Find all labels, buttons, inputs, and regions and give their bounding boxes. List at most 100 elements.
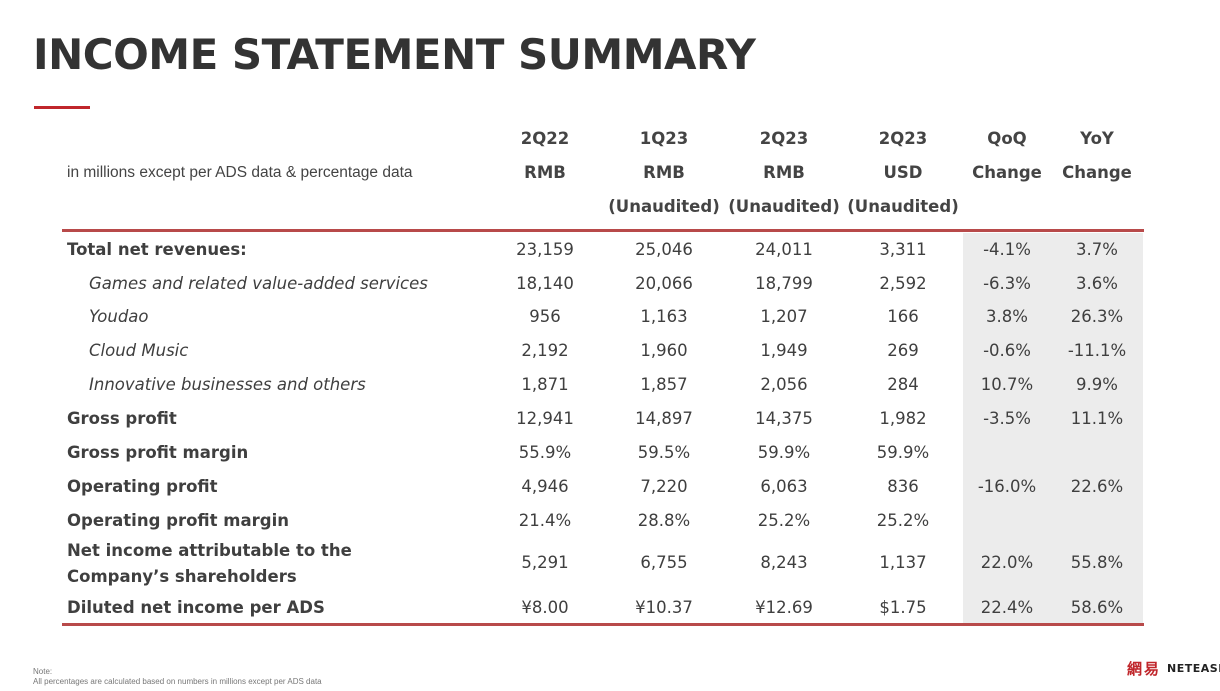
column-header-currency: RMB (524, 163, 566, 182)
cell-2q23-usd: 3,311 (879, 240, 927, 259)
cell-2q22: 21.4% (518, 511, 572, 530)
cell-2q23-rmb: 59.9% (757, 443, 811, 462)
cell-2q23-rmb: 25.2% (757, 511, 811, 530)
row-label: Diluted net income per ADS (67, 598, 325, 617)
row-label: Gross profit (67, 409, 177, 428)
column-header-audit-status: (Unaudited) (728, 197, 840, 216)
row-label: Gross profit margin (67, 443, 249, 462)
cell-1q23: 1,960 (640, 341, 688, 360)
cell-1q23: 14,897 (635, 409, 693, 428)
column-header-period: 1Q23 (639, 129, 689, 148)
cell-1q23: 1,163 (640, 307, 688, 326)
cell-2q23-rmb: 1,949 (760, 341, 808, 360)
cell-qoq: -3.5% (983, 409, 1031, 428)
cell-qoq: -6.3% (983, 274, 1031, 293)
column-header-currency: USD (883, 163, 923, 182)
netease-logo: 網易 NETEASE (1127, 658, 1220, 679)
cell-qoq: -0.6% (983, 341, 1031, 360)
row-label: Games and related value-added services (89, 274, 428, 293)
cell-qoq (963, 504, 1051, 538)
cell-1q23: 1,857 (640, 375, 688, 394)
table-row-diluted-eps: Diluted net income per ADS ¥8.00 ¥10.37 … (0, 591, 1220, 625)
cell-2q23-rmb: 8,243 (760, 553, 808, 572)
cell-2q23-usd: 166 (887, 307, 919, 326)
row-label: Youdao (89, 307, 149, 326)
table-row-innovative-businesses: Innovative businesses and others 1,871 1… (0, 368, 1220, 402)
cell-2q23-usd: 1,137 (879, 553, 927, 572)
cell-2q23-usd: 59.9% (876, 443, 930, 462)
column-header-period: YoY (1080, 129, 1114, 148)
cell-1q23: 25,046 (635, 240, 693, 259)
cell-2q23-usd: 1,982 (879, 409, 927, 428)
row-label: Operating profit margin (67, 511, 289, 530)
cell-2q22: 18,140 (516, 274, 574, 293)
cell-yoy: 9.9% (1076, 375, 1118, 394)
table-row-operating-profit-margin: Operating profit margin 21.4% 28.8% 25.2… (0, 504, 1220, 538)
row-label: Total net revenues: (67, 240, 247, 259)
table-bottom-rule (62, 623, 1144, 626)
cell-qoq: -16.0% (977, 477, 1037, 496)
cell-2q23-rmb: 14,375 (755, 409, 813, 428)
cell-2q22: 55.9% (518, 443, 572, 462)
row-label: Innovative businesses and others (89, 375, 366, 394)
footnote-text: All percentages are calculated based on … (33, 677, 322, 686)
table-row-net-income: Net income attributable to the Company’s… (0, 541, 1220, 586)
cell-1q23: 59.5% (637, 443, 691, 462)
cell-2q22: 1,871 (521, 375, 569, 394)
cell-yoy: 3.6% (1076, 274, 1118, 293)
cell-qoq: 22.0% (980, 553, 1034, 572)
cell-2q22: 23,159 (516, 240, 574, 259)
table-row-games: Games and related value-added services 1… (0, 267, 1220, 301)
row-label: Net income attributable to the Company’s… (67, 541, 352, 586)
cell-1q23: 20,066 (635, 274, 693, 293)
cell-2q23-usd: 836 (887, 477, 919, 496)
cell-2q22: 956 (529, 307, 561, 326)
table-row-total-net-revenues: Total net revenues: 23,159 25,046 24,011… (0, 233, 1220, 267)
footnote-heading: Note: (33, 667, 53, 676)
cell-2q23-rmb: 24,011 (755, 240, 813, 259)
column-header-audit-status: (Unaudited) (847, 197, 959, 216)
column-header-currency: RMB (763, 163, 805, 182)
cell-2q23-rmb: 2,056 (760, 375, 808, 394)
footnote: Note: All percentages are calculated bas… (33, 667, 322, 687)
cell-yoy: 55.8% (1070, 553, 1124, 572)
change-columns-shading (963, 233, 1143, 623)
cell-yoy: 22.6% (1070, 477, 1124, 496)
table-top-rule (62, 229, 1144, 232)
cell-1q23: 6,755 (640, 553, 688, 572)
logo-wordmark: NETEASE (1167, 662, 1220, 675)
cell-2q23-usd: 2,592 (879, 274, 927, 293)
cell-2q23-rmb: 1,207 (760, 307, 808, 326)
table-row-operating-profit: Operating profit 4,946 7,220 6,063 836 -… (0, 470, 1220, 504)
cell-yoy (1051, 504, 1143, 538)
cell-yoy: 11.1% (1070, 409, 1124, 428)
table-row-cloud-music: Cloud Music 2,192 1,960 1,949 269 -0.6% … (0, 334, 1220, 368)
cell-yoy (1051, 436, 1143, 470)
cell-2q23-usd: 284 (887, 375, 919, 394)
cell-2q23-rmb: 6,063 (760, 477, 808, 496)
column-header-audit-status: (Unaudited) (608, 197, 720, 216)
column-header-change: Change (972, 163, 1042, 182)
cell-2q22: 2,192 (521, 341, 569, 360)
cell-2q22: 5,291 (521, 553, 569, 572)
units-note: in millions except per ADS data & percen… (67, 164, 413, 181)
cell-qoq (963, 436, 1051, 470)
cell-yoy: 26.3% (1070, 307, 1124, 326)
cell-qoq: 10.7% (980, 375, 1034, 394)
column-header-period: QoQ (987, 129, 1027, 148)
cell-qoq: -4.1% (983, 240, 1031, 259)
cell-2q22: 4,946 (521, 477, 569, 496)
table-row-gross-profit: Gross profit 12,941 14,897 14,375 1,982 … (0, 402, 1220, 436)
cell-2q23-rmb: ¥12.69 (755, 598, 813, 617)
row-label: Operating profit (67, 477, 218, 496)
page-title: INCOME STATEMENT SUMMARY (33, 30, 756, 79)
cell-qoq: 22.4% (980, 598, 1034, 617)
cell-1q23: 28.8% (637, 511, 691, 530)
row-label: Cloud Music (89, 341, 189, 360)
table-row-gross-profit-margin: Gross profit margin 55.9% 59.5% 59.9% 59… (0, 436, 1220, 470)
cell-2q23-rmb: 18,799 (755, 274, 813, 293)
column-header-currency: RMB (643, 163, 685, 182)
table-row-youdao: Youdao 956 1,163 1,207 166 3.8% 26.3% (0, 300, 1220, 334)
cell-2q22: 12,941 (516, 409, 574, 428)
cell-2q22: ¥8.00 (521, 598, 569, 617)
